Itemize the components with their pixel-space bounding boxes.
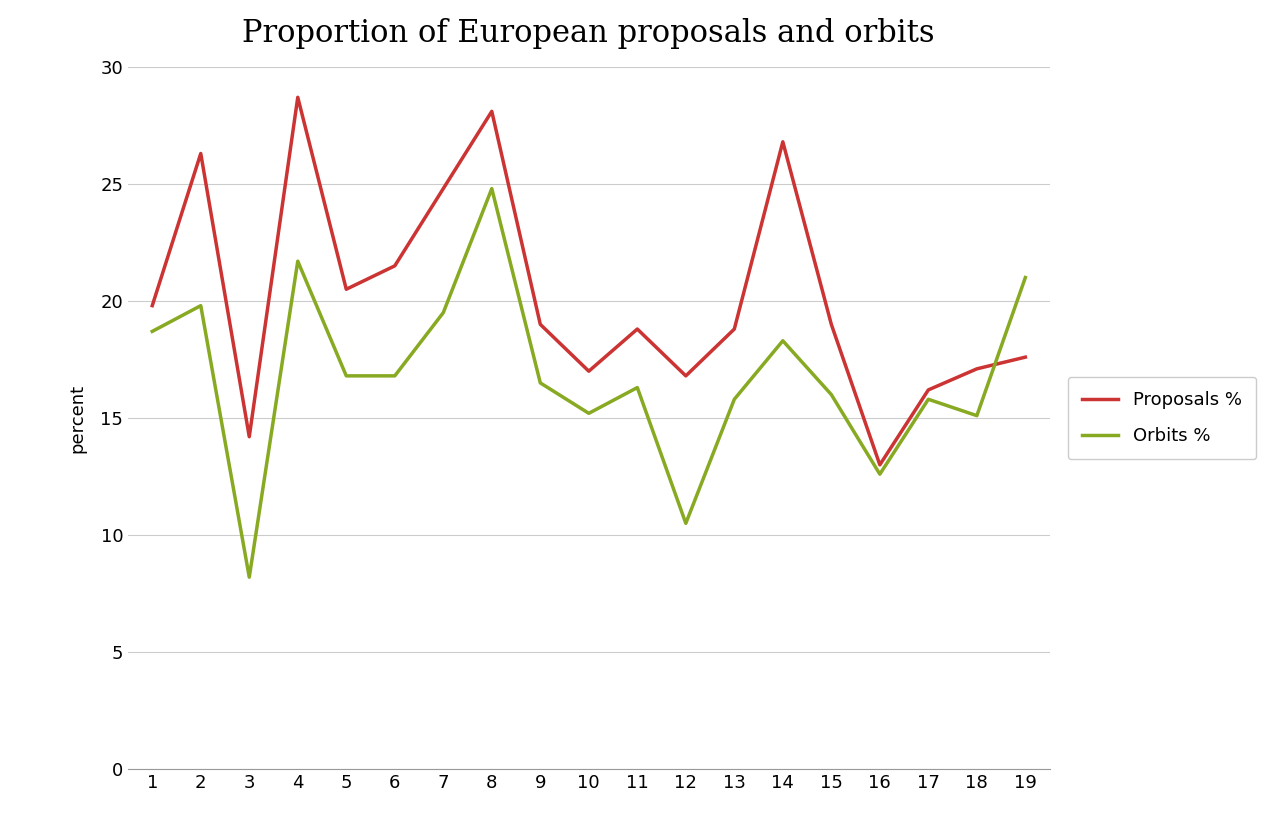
Proposals % bbox=[435, 184, 451, 194]
Line: Orbits %: Orbits % bbox=[152, 189, 1025, 577]
Orbits % bbox=[920, 395, 936, 405]
Orbits % bbox=[630, 383, 645, 393]
Proposals % bbox=[727, 324, 742, 334]
Orbits % bbox=[435, 308, 451, 318]
Proposals % bbox=[484, 106, 499, 116]
Orbits % bbox=[581, 408, 596, 418]
Proposals % bbox=[678, 371, 694, 381]
Proposals % bbox=[776, 137, 791, 147]
Proposals % bbox=[145, 301, 160, 311]
Orbits % bbox=[291, 256, 306, 266]
Orbits % bbox=[339, 371, 355, 381]
Title: Proportion of European proposals and orbits: Proportion of European proposals and orb… bbox=[242, 18, 936, 48]
Orbits % bbox=[193, 301, 209, 311]
Orbits % bbox=[969, 410, 984, 421]
Proposals % bbox=[339, 284, 355, 294]
Orbits % bbox=[727, 395, 742, 405]
Orbits % bbox=[387, 371, 402, 381]
Orbits % bbox=[776, 336, 791, 346]
Orbits % bbox=[242, 572, 257, 582]
Orbits % bbox=[532, 378, 548, 388]
Orbits % bbox=[678, 518, 694, 528]
Proposals % bbox=[581, 366, 596, 376]
Proposals % bbox=[1018, 352, 1033, 362]
Orbits % bbox=[145, 326, 160, 336]
Proposals % bbox=[823, 319, 838, 329]
Proposals % bbox=[242, 431, 257, 441]
Orbits % bbox=[1018, 273, 1033, 283]
Proposals % bbox=[291, 92, 306, 102]
Proposals % bbox=[630, 324, 645, 334]
Proposals % bbox=[872, 460, 887, 470]
Legend: Proposals %, Orbits %: Proposals %, Orbits % bbox=[1068, 376, 1256, 460]
Y-axis label: percent: percent bbox=[68, 384, 86, 452]
Proposals % bbox=[920, 385, 936, 395]
Proposals % bbox=[532, 319, 548, 329]
Orbits % bbox=[484, 184, 499, 194]
Proposals % bbox=[387, 261, 402, 271]
Orbits % bbox=[872, 469, 887, 479]
Proposals % bbox=[969, 364, 984, 374]
Orbits % bbox=[823, 390, 838, 400]
Line: Proposals %: Proposals % bbox=[152, 97, 1025, 465]
Proposals % bbox=[193, 149, 209, 159]
